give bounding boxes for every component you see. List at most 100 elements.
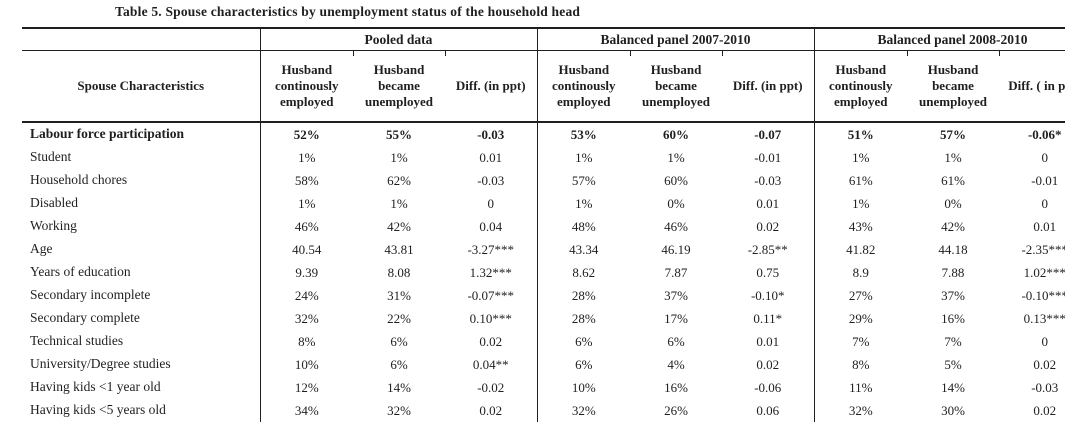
value-cell: 0 (445, 192, 538, 215)
value-cell: 0.01 (722, 192, 815, 215)
col-header-g3-employed: Husband continously employed (814, 50, 907, 123)
table-row: Having kids <5 years old 34% 32% 0.02 32% 26%… (22, 399, 1065, 422)
value-cell: 31% (387, 287, 411, 303)
value-cell: 0.01 (722, 330, 815, 353)
value-cell: -2.35*** (999, 238, 1065, 261)
value-cell: 57% (571, 172, 596, 188)
value-cell: 7% (852, 333, 870, 349)
value-cell: 24% (294, 287, 319, 303)
value-cell: 37% (941, 287, 965, 303)
value-cell: 1% (944, 149, 962, 165)
value-cell: -0.03 (445, 122, 538, 146)
value-cell: 32% (848, 402, 873, 418)
value-cell: 43% (848, 218, 873, 234)
value-cell: -0.06 (722, 376, 815, 399)
row-label: Secondary complete (22, 307, 261, 330)
value-cell: 0.06 (722, 399, 815, 422)
value-cell: 16% (941, 310, 965, 326)
value-cell: 14% (387, 379, 411, 395)
table-row: Working 46% 42% 0.04 48% 46% 0.02 43% 42% 0.01 (22, 215, 1065, 238)
value-cell: 61% (941, 172, 965, 188)
value-cell: 0.13*** (999, 307, 1065, 330)
value-cell: 14% (941, 379, 965, 395)
value-cell: 43.34 (569, 241, 599, 257)
value-cell: 0.02 (445, 330, 538, 353)
value-cell: 1% (575, 195, 593, 211)
table-row: Years of education 9.39 8.08 1.32*** 8.62 7.8… (22, 261, 1065, 284)
value-cell: -0.06* (999, 122, 1065, 146)
table-row: Household chores 58% 62% -0.03 57% 60% -0.03 61… (22, 169, 1065, 192)
value-cell: 27% (848, 287, 873, 303)
row-label: Secondary incomplete (22, 284, 261, 307)
value-cell: 8% (852, 356, 870, 372)
value-cell: 43.81 (384, 241, 414, 257)
value-cell: 0% (944, 195, 962, 211)
value-cell: -0.01 (999, 169, 1065, 192)
value-cell: 1% (575, 149, 593, 165)
value-cell: 26% (664, 402, 688, 418)
row-label: University/Degree studies (22, 353, 261, 376)
value-cell: 10% (294, 356, 319, 372)
value-cell: 1% (390, 149, 408, 165)
value-cell: 6% (575, 356, 593, 372)
value-cell: 29% (848, 310, 873, 326)
value-cell: 11% (849, 379, 873, 395)
value-cell: 57% (940, 126, 966, 142)
value-cell: 41.82 (846, 241, 876, 257)
row-label: Labour force participation (22, 122, 261, 146)
row-label: Years of education (22, 261, 261, 284)
value-cell: 53% (570, 126, 597, 142)
value-cell: 0.02 (722, 353, 815, 376)
table-row: Labour force participation 52% 55% -0.03 53%… (22, 122, 1065, 146)
value-cell: 46% (294, 218, 319, 234)
value-cell: -0.03 (999, 376, 1065, 399)
table-row: Technical studies 8% 6% 0.02 6% 6% 0.01 7% 7% 0 (22, 330, 1065, 353)
value-cell: 6% (390, 356, 408, 372)
value-cell: 6% (390, 333, 408, 349)
value-cell: 0 (999, 330, 1065, 353)
table-row: Having kids <1 year old 12% 14% -0.02 10% 16%… (22, 376, 1065, 399)
row-label: Technical studies (22, 330, 261, 353)
row-label: Having kids <5 years old (22, 399, 261, 422)
value-cell: -0.10* (722, 284, 815, 307)
value-cell: 1.32*** (445, 261, 538, 284)
value-cell: -0.07 (722, 122, 815, 146)
value-cell: 32% (571, 402, 596, 418)
spouse-characteristics-table: Pooled data Balanced panel 2007-2010 Bal… (22, 27, 1065, 422)
table-title: Table 5. Spouse characteristics by unemp… (115, 4, 581, 19)
row-label: Age (22, 238, 261, 261)
value-cell: 4% (667, 356, 685, 372)
value-cell: -0.01 (722, 146, 815, 169)
value-cell: -0.07*** (445, 284, 538, 307)
col-header-g1-employed: Husband continously employed (260, 50, 353, 123)
value-cell: 32% (294, 310, 319, 326)
value-cell: 8.08 (387, 264, 411, 280)
group-header-pooled-data: Pooled data (260, 27, 538, 51)
value-cell: 6% (667, 333, 685, 349)
col-header-g3-unemployed: Husband became unemployed (907, 50, 999, 123)
value-cell: 60% (664, 172, 688, 188)
col-header-g2-diff: Diff. (in ppt) (722, 50, 815, 123)
group-header-balanced-panel-2008-2010: Balanced panel 2008-2010 (814, 27, 1065, 51)
table-row: Student 1% 1% 0.01 1% 1% -0.01 1% 1% 0 (22, 146, 1065, 169)
value-cell: 1.02*** (999, 261, 1065, 284)
value-cell: -0.02 (445, 376, 538, 399)
corner-cell (22, 27, 261, 51)
value-cell: 44.18 (938, 241, 968, 257)
value-cell: 51% (847, 126, 874, 142)
value-cell: 1% (852, 149, 870, 165)
value-cell: 8.62 (572, 264, 596, 280)
row-label: Student (22, 146, 261, 169)
row-header-label: Spouse Characteristics (22, 50, 261, 123)
row-label: Disabled (22, 192, 261, 215)
col-header-g3-diff: Diff. ( in ppt) (999, 50, 1065, 123)
column-header-row: Spouse Characteristics Husband continous… (22, 50, 1065, 123)
value-cell: 9.39 (295, 264, 319, 280)
value-cell: 0 (999, 192, 1065, 215)
table-row: Disabled 1% 1% 0 1% 0% 0.01 1% 0% 0 (22, 192, 1065, 215)
value-cell: 6% (575, 333, 593, 349)
table-body: Labour force participation 52% 55% -0.03 53%… (22, 122, 1065, 422)
value-cell: 32% (387, 402, 411, 418)
value-cell: -0.03 (722, 169, 815, 192)
value-cell: -3.27*** (445, 238, 538, 261)
